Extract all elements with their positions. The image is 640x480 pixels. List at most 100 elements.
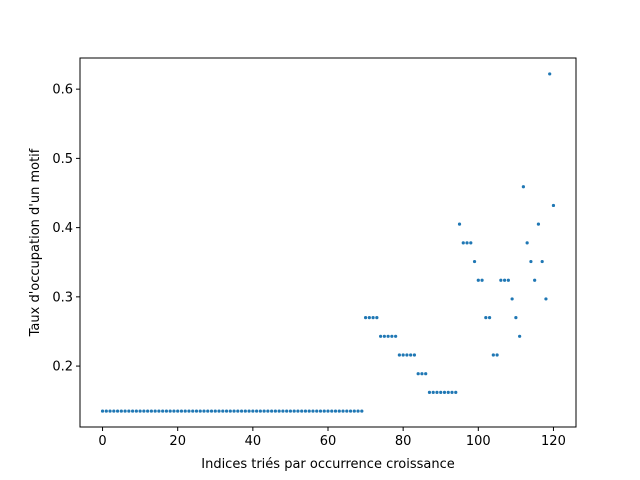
data-point bbox=[472, 259, 477, 264]
data-point bbox=[307, 409, 311, 413]
data-point bbox=[469, 241, 473, 245]
data-point bbox=[179, 409, 184, 413]
data-points bbox=[100, 72, 556, 413]
data-point bbox=[514, 316, 518, 320]
data-point bbox=[401, 353, 405, 357]
data-point bbox=[548, 72, 552, 76]
data-point bbox=[363, 316, 368, 320]
data-point bbox=[239, 409, 244, 413]
data-point bbox=[142, 409, 146, 413]
data-point bbox=[394, 334, 398, 338]
x-tick-label: 60 bbox=[320, 434, 337, 449]
data-point bbox=[382, 334, 386, 338]
data-point bbox=[232, 409, 236, 413]
data-point bbox=[104, 409, 108, 413]
data-point bbox=[480, 278, 484, 282]
data-point bbox=[100, 409, 105, 413]
data-point bbox=[540, 259, 544, 264]
data-point bbox=[337, 409, 341, 413]
data-point bbox=[115, 409, 120, 413]
data-point bbox=[412, 353, 417, 357]
data-point bbox=[281, 409, 285, 413]
y-tick-label: 0.5 bbox=[52, 152, 73, 167]
data-point bbox=[420, 372, 424, 376]
data-point bbox=[194, 409, 199, 413]
y-tick-label: 0.4 bbox=[52, 221, 73, 236]
data-point bbox=[202, 409, 206, 413]
data-point bbox=[465, 241, 469, 245]
y-tick-label: 0.3 bbox=[52, 290, 73, 305]
data-point bbox=[457, 222, 462, 226]
data-point bbox=[311, 409, 315, 413]
data-point bbox=[345, 409, 349, 413]
data-point bbox=[416, 372, 420, 376]
data-point bbox=[442, 390, 447, 394]
data-point bbox=[157, 409, 161, 413]
data-point bbox=[213, 409, 217, 413]
data-point bbox=[123, 409, 127, 413]
data-point bbox=[525, 241, 529, 245]
data-point bbox=[168, 409, 172, 413]
data-point bbox=[427, 390, 432, 394]
data-point bbox=[487, 316, 492, 320]
data-point bbox=[149, 409, 153, 413]
y-tick-label: 0.6 bbox=[52, 83, 73, 98]
data-point bbox=[371, 316, 375, 320]
data-point bbox=[397, 353, 401, 357]
data-point bbox=[330, 409, 334, 413]
data-point bbox=[138, 409, 142, 413]
data-point bbox=[521, 185, 525, 189]
x-axis-ticks: 0 20 40 60 80 100 120 bbox=[98, 427, 566, 449]
x-tick-label: 100 bbox=[466, 434, 491, 449]
data-point bbox=[333, 409, 338, 413]
data-point bbox=[292, 409, 296, 413]
data-point bbox=[183, 409, 187, 413]
data-point bbox=[495, 353, 499, 357]
y-axis-label: Taux d'occupation d'un motif bbox=[28, 148, 43, 337]
data-point bbox=[164, 409, 169, 413]
data-point bbox=[251, 409, 255, 413]
x-axis-label: Indices triés par occurrence croissance bbox=[201, 457, 455, 472]
data-point bbox=[491, 353, 495, 357]
data-point bbox=[221, 409, 225, 413]
data-point bbox=[435, 390, 439, 394]
data-point bbox=[108, 409, 112, 413]
data-point bbox=[270, 409, 274, 413]
data-point bbox=[318, 409, 323, 413]
data-point bbox=[379, 334, 383, 338]
data-point bbox=[191, 409, 195, 413]
data-point bbox=[247, 409, 251, 413]
data-point bbox=[529, 259, 533, 264]
data-point bbox=[446, 390, 450, 394]
data-point bbox=[176, 409, 180, 413]
data-point bbox=[243, 409, 247, 413]
data-point bbox=[315, 409, 319, 413]
data-point bbox=[153, 409, 157, 413]
data-point bbox=[424, 372, 428, 376]
data-point bbox=[131, 409, 135, 413]
data-point bbox=[236, 409, 240, 413]
data-point bbox=[187, 409, 191, 413]
data-point bbox=[134, 409, 138, 413]
data-point bbox=[405, 353, 409, 357]
data-point bbox=[209, 409, 214, 413]
data-point bbox=[258, 409, 262, 413]
data-point bbox=[228, 409, 232, 413]
y-tick-label: 0.2 bbox=[52, 360, 73, 375]
data-point bbox=[341, 409, 345, 413]
data-point bbox=[375, 316, 379, 320]
data-point bbox=[544, 297, 548, 301]
x-tick-label: 120 bbox=[541, 434, 566, 449]
x-tick-label: 40 bbox=[245, 434, 262, 449]
data-point bbox=[119, 409, 123, 413]
data-point bbox=[499, 278, 503, 282]
data-point bbox=[506, 278, 510, 282]
data-point bbox=[303, 409, 308, 413]
data-point bbox=[198, 409, 202, 413]
data-point bbox=[285, 409, 289, 413]
data-point bbox=[461, 241, 465, 245]
data-point bbox=[206, 409, 210, 413]
data-point bbox=[352, 409, 356, 413]
